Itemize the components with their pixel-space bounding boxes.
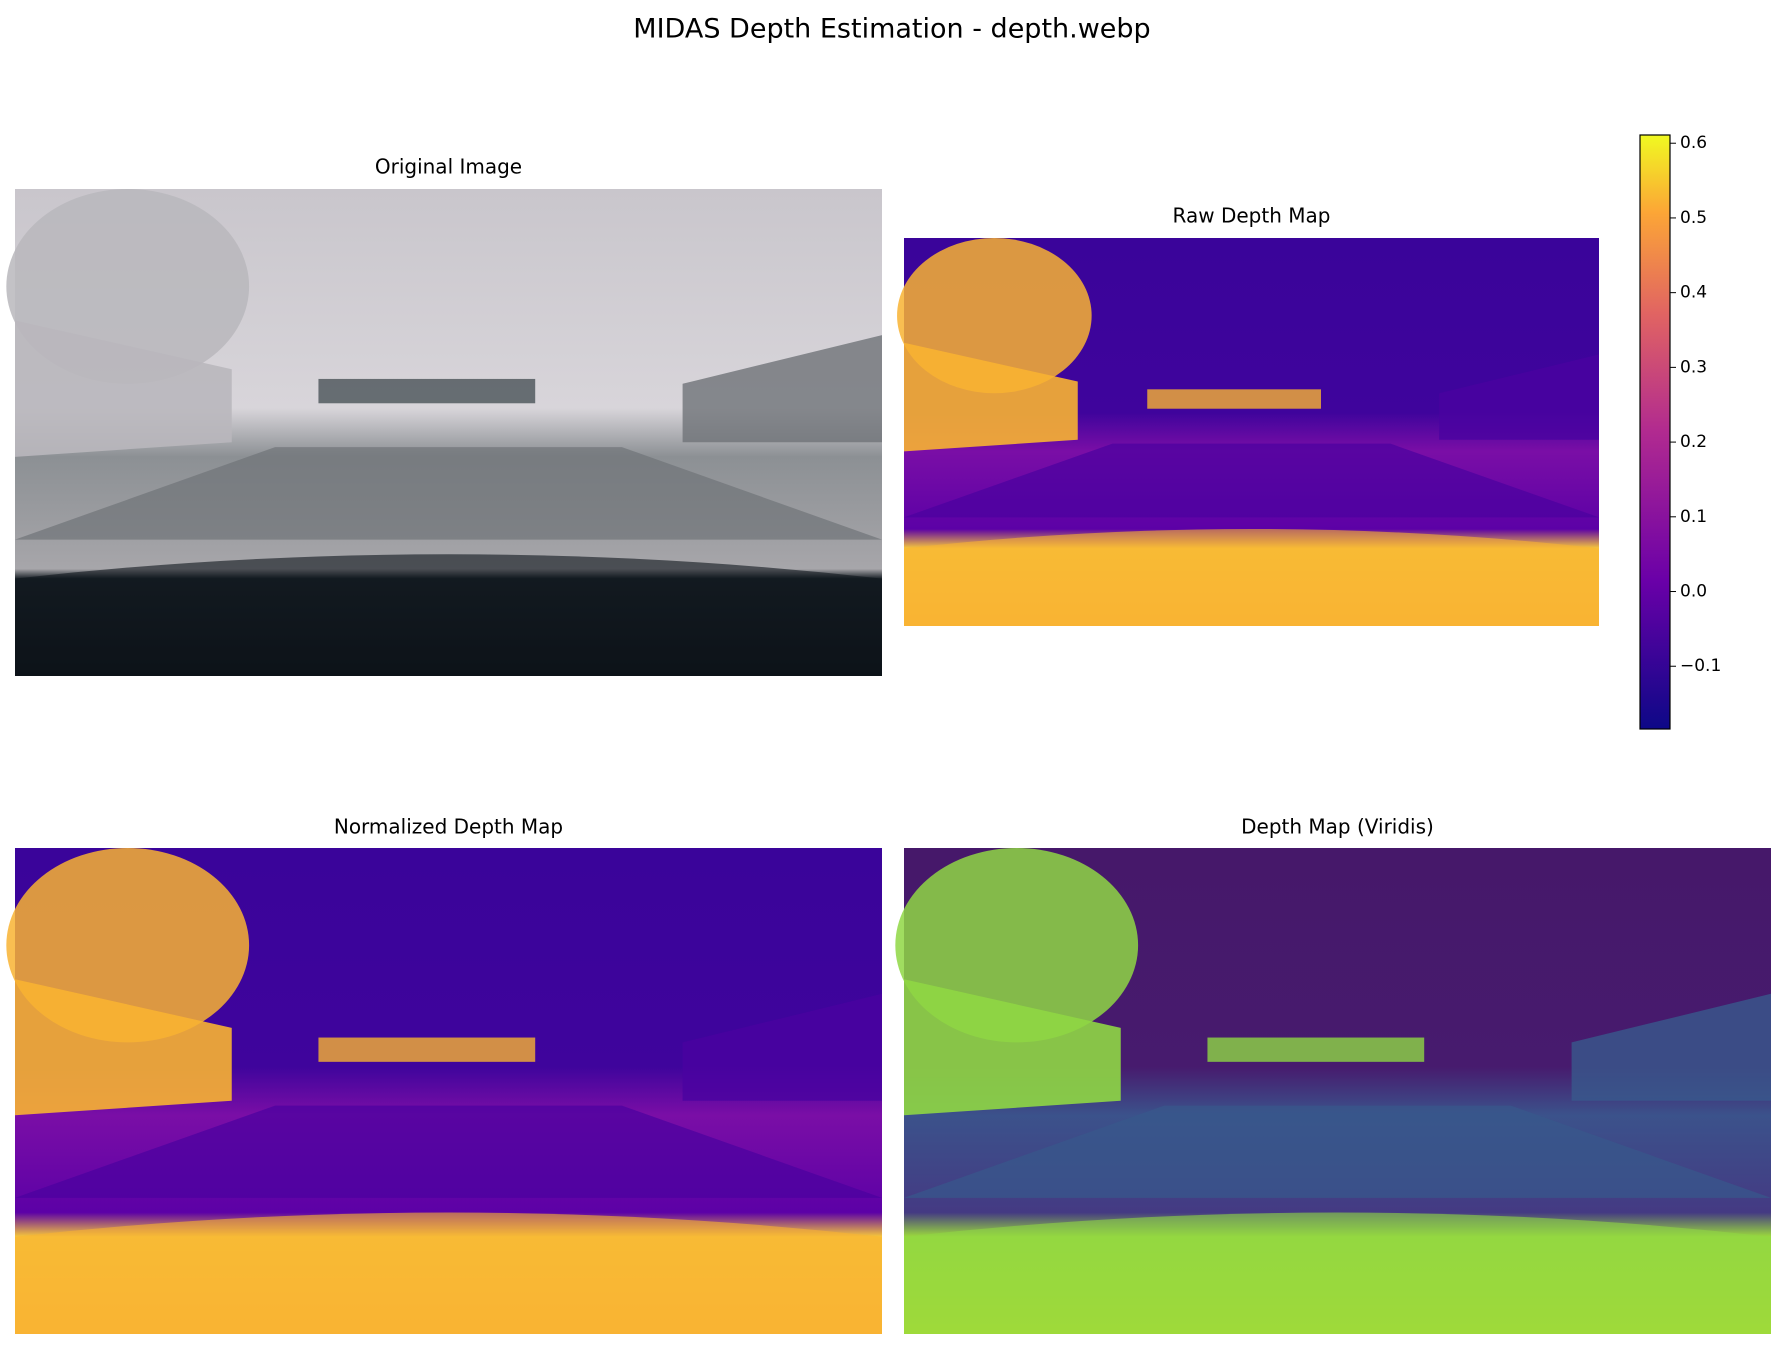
colorbar-tick-label: 0.0 bbox=[1680, 582, 1707, 602]
colorbar-tick-label: 0.3 bbox=[1680, 357, 1707, 377]
image-wall-right bbox=[1571, 993, 1771, 1101]
image-gate bbox=[1147, 389, 1321, 409]
colorbar-tick-label: 0.5 bbox=[1680, 208, 1707, 228]
panel: Normalized Depth Map bbox=[6, 815, 882, 1334]
image-wall-left bbox=[904, 342, 1078, 452]
image-gate bbox=[318, 1037, 536, 1062]
panel-title: Original Image bbox=[375, 155, 522, 179]
image-gate bbox=[318, 378, 536, 404]
image-dashboard bbox=[904, 529, 1599, 626]
image-road bbox=[15, 447, 882, 540]
panel: Depth Map (Viridis) bbox=[895, 815, 1771, 1334]
image-road bbox=[904, 443, 1599, 518]
image-wall-right bbox=[682, 335, 882, 443]
image-road bbox=[904, 1105, 1771, 1198]
image-wall-left bbox=[904, 979, 1121, 1116]
panel: Raw Depth Map bbox=[897, 204, 1599, 626]
figure-title: MIDAS Depth Estimation - depth.webp bbox=[633, 14, 1150, 45]
panel: Original Image bbox=[6, 155, 882, 676]
colorbar-tick-label: −0.1 bbox=[1680, 656, 1721, 676]
panels: Original Image Raw Depth Map Normalized De… bbox=[6, 155, 1771, 1334]
image-dashboard bbox=[15, 1212, 882, 1334]
image-dashboard bbox=[904, 1212, 1771, 1334]
panel-title: Normalized Depth Map bbox=[334, 815, 563, 839]
image-road bbox=[15, 1105, 882, 1198]
panel-title: Raw Depth Map bbox=[1173, 204, 1331, 228]
image-wall-right bbox=[682, 993, 882, 1101]
image-wall-left bbox=[15, 979, 232, 1116]
panel-title: Depth Map (Viridis) bbox=[1241, 815, 1434, 839]
image-wall-right bbox=[1439, 354, 1599, 440]
colorbar: −0.1 0.0 0.1 0.2 0.3 0.4 0.5 0.6 bbox=[1639, 133, 1721, 730]
colorbar-tick-label: 0.4 bbox=[1680, 283, 1707, 303]
colorbar-tick-label: 0.2 bbox=[1680, 432, 1707, 452]
colorbar-gradient bbox=[1639, 134, 1671, 730]
colorbar-tick-label: 0.6 bbox=[1680, 133, 1707, 153]
image-gate bbox=[1207, 1037, 1425, 1062]
colorbar-tick-label: 0.1 bbox=[1680, 507, 1707, 527]
image-wall-left bbox=[15, 320, 232, 457]
image-dashboard bbox=[15, 554, 882, 676]
